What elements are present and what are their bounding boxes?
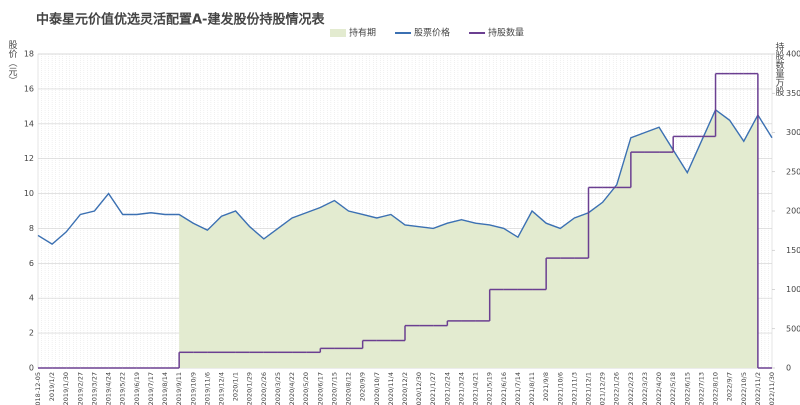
y-tick-label: 12 bbox=[24, 154, 34, 163]
x-tick-label: 2022/8/10 bbox=[712, 372, 720, 405]
x-tick-label: 2020/4/22 bbox=[288, 372, 296, 405]
y2-tick-label: 1000 bbox=[786, 285, 800, 294]
y2-tick-label: 2000 bbox=[786, 207, 800, 216]
y-tick-label: 8 bbox=[29, 224, 34, 233]
x-tick-label: 2020/1/29 bbox=[246, 372, 254, 405]
x-tick-label: 2020/11/4 bbox=[387, 372, 395, 405]
x-tick-label: 2021/6/16 bbox=[500, 372, 508, 405]
y-tick-label: 16 bbox=[24, 84, 34, 93]
y2-axis-label: 持股数量万股 bbox=[774, 41, 785, 97]
legend-item: 持有期 bbox=[330, 27, 376, 39]
x-tick-label: 2022/1/26 bbox=[613, 372, 621, 405]
x-tick-label: 2019/3/27 bbox=[90, 372, 98, 405]
x-tick-label: 2019/6/19 bbox=[133, 372, 141, 405]
x-tick-label: 2021/11/3 bbox=[570, 372, 578, 405]
x-tick-label: 2020/5/20 bbox=[302, 372, 310, 405]
x-tick-label: 2020/12/30 bbox=[415, 372, 423, 405]
chart-title: 中泰星元价值优选灵活配置A-建发股份持股情况表 bbox=[36, 12, 325, 28]
x-tick-label: 2019/4/24 bbox=[105, 372, 113, 405]
x-tick-label: 2019/2/27 bbox=[76, 372, 84, 405]
x-tick-label: 2020/12/2 bbox=[401, 372, 409, 405]
x-tick-label: 2022/2/23 bbox=[627, 372, 635, 405]
x-tick-label: 2019/1/2 bbox=[48, 372, 56, 401]
x-tick-label: 2019/1/30 bbox=[62, 372, 70, 405]
x-tick-label: 2022/5/18 bbox=[669, 372, 677, 405]
legend-item: 持股数量 bbox=[469, 27, 524, 39]
legend-item: 股票价格 bbox=[395, 27, 450, 39]
x-tick-label: 2020/10/7 bbox=[373, 372, 381, 405]
y2-tick-label: 500 bbox=[786, 324, 800, 333]
legend-swatch bbox=[330, 29, 346, 37]
y2-tick-label: 0 bbox=[786, 364, 791, 373]
x-tick-label: 2022/10/5 bbox=[740, 372, 748, 405]
x-tick-label: 2020/2/26 bbox=[260, 372, 268, 405]
x-tick-label: 2020/6/17 bbox=[316, 372, 324, 405]
x-tick-label: 2021/12/29 bbox=[599, 372, 607, 405]
x-tick-label: 2019/12/4 bbox=[218, 372, 226, 405]
x-tick-label: 2019/8/14 bbox=[161, 372, 169, 405]
y2-tick-label: 2500 bbox=[786, 167, 800, 176]
x-tick-label: 2021/2/24 bbox=[443, 372, 451, 405]
x-tick-label: 2021/7/14 bbox=[514, 372, 522, 405]
legend-label: 持股数量 bbox=[488, 27, 524, 39]
price-line bbox=[37, 108, 773, 246]
y-tick-label: 0 bbox=[29, 364, 34, 373]
legend-label: 持有期 bbox=[349, 27, 376, 39]
x-tick-label: 2020/9/9 bbox=[359, 372, 367, 401]
x-tick-label: 2020/1/1 bbox=[232, 372, 240, 401]
x-tick-label: 2021/5/19 bbox=[486, 372, 494, 405]
y-tick-label: 18 bbox=[24, 50, 34, 59]
x-tick-label: 2021/3/24 bbox=[457, 372, 465, 405]
y-tick-label: 10 bbox=[24, 189, 34, 198]
x-tick-label: 2022/9/7 bbox=[726, 372, 734, 401]
y-tick-label: 6 bbox=[29, 259, 34, 268]
legend-label: 股票价格 bbox=[414, 27, 450, 39]
x-tick-label: 2019/10/9 bbox=[189, 372, 197, 405]
x-tick-label: 2019/9/11 bbox=[175, 372, 183, 405]
x-tick-label: 2022/11/30 bbox=[768, 372, 776, 405]
holding-period-area bbox=[179, 109, 758, 369]
x-tick-label: 2022/3/23 bbox=[641, 372, 649, 405]
x-tick-label: 2021/4/21 bbox=[472, 372, 480, 405]
x-tick-label: 2021/12/1 bbox=[585, 372, 593, 405]
x-tick-label: 2021/1/27 bbox=[429, 372, 437, 405]
x-tick-label: 2021/8/11 bbox=[528, 372, 536, 405]
y-tick-label: 2 bbox=[29, 329, 34, 338]
x-tick-label: 2021/9/8 bbox=[542, 372, 550, 401]
x-tick-label: 2019/11/6 bbox=[203, 372, 211, 405]
x-tick-label: 2022/7/13 bbox=[697, 372, 705, 405]
y2-tick-label: 3500 bbox=[786, 89, 800, 98]
y-tick-label: 14 bbox=[24, 119, 34, 128]
x-tick-label: 2021/10/6 bbox=[556, 372, 564, 405]
x-tick-label: 2022/4/20 bbox=[655, 372, 663, 405]
x-tick-label: 2019/7/17 bbox=[147, 372, 155, 405]
x-tick-label: 2020/7/15 bbox=[330, 372, 338, 405]
x-tick-label: 2019/5/22 bbox=[119, 372, 127, 405]
x-tick-label: 2020/3/25 bbox=[274, 372, 282, 405]
y2-tick-label: 1500 bbox=[786, 246, 800, 255]
x-tick-label: 2018-12-05 bbox=[34, 372, 42, 405]
y-tick-label: 4 bbox=[29, 294, 34, 303]
x-tick-label: 2020/8/12 bbox=[345, 372, 353, 405]
y-axis-label: 股价（元） bbox=[7, 40, 18, 85]
y2-tick-label: 4000 bbox=[786, 50, 800, 59]
x-tick-label: 2022/6/15 bbox=[683, 372, 691, 405]
y2-tick-label: 3000 bbox=[786, 128, 800, 137]
x-tick-label: 2022/11/2 bbox=[754, 372, 762, 405]
